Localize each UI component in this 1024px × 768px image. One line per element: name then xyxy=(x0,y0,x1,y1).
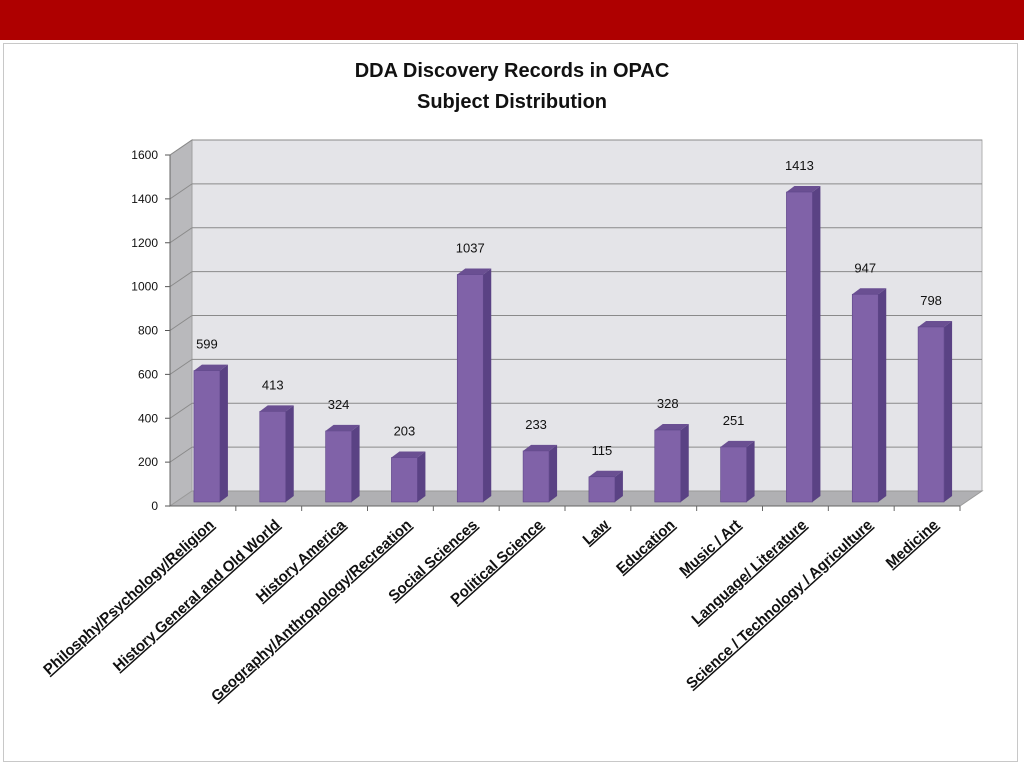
gridline-side xyxy=(169,315,193,331)
gridline-side xyxy=(169,271,193,288)
gridline-side xyxy=(169,358,193,375)
bar xyxy=(456,268,492,503)
bar-top xyxy=(325,424,360,431)
bar-front xyxy=(325,430,352,503)
data-label: 251 xyxy=(723,413,745,428)
bar-top xyxy=(457,268,492,275)
y-tick-label: 1600 xyxy=(131,148,158,162)
bar-side xyxy=(351,424,360,502)
y-tick-label: 1000 xyxy=(131,280,158,294)
bar-side xyxy=(483,268,492,502)
bar-front xyxy=(522,450,550,503)
y-tick-label: 400 xyxy=(138,411,158,425)
data-label: 115 xyxy=(592,443,613,458)
bar xyxy=(786,186,821,503)
bar-top xyxy=(918,320,953,327)
top-banner xyxy=(0,0,1024,40)
bar-front xyxy=(720,446,747,503)
bar-top xyxy=(852,288,887,295)
y-tick-label: 800 xyxy=(138,324,158,338)
bar xyxy=(588,470,623,503)
bar-front xyxy=(654,429,682,503)
bar-side xyxy=(812,186,821,502)
bar-side xyxy=(614,470,623,502)
bar-top xyxy=(259,405,294,412)
bar-top xyxy=(193,364,228,371)
chart-subtitle: Subject Distribution xyxy=(417,91,607,113)
gridline-side xyxy=(169,402,193,419)
data-label: 1037 xyxy=(456,241,485,256)
bar-top xyxy=(588,470,623,477)
gridline-side xyxy=(169,183,193,200)
data-label: 203 xyxy=(394,423,416,438)
y-tick-label: 1400 xyxy=(131,192,158,206)
x-category-label: Education xyxy=(613,516,678,577)
y-tick-label: 600 xyxy=(138,367,158,381)
bar-side xyxy=(878,288,887,502)
bar-side xyxy=(219,364,228,502)
bar-front xyxy=(917,326,945,503)
chart-title: DDA Discovery Records in OPAC xyxy=(354,60,670,82)
bar xyxy=(193,364,228,503)
data-label: 947 xyxy=(854,260,876,275)
bar-side xyxy=(746,440,755,502)
bar xyxy=(522,444,558,503)
bar-front xyxy=(851,293,879,503)
gridline-side xyxy=(169,227,193,244)
x-category-label: Language/ Literature xyxy=(688,516,810,628)
bar xyxy=(917,320,953,503)
bar-side xyxy=(549,444,558,502)
bar-top xyxy=(786,186,821,193)
data-label: 328 xyxy=(657,396,679,411)
y-tick-label: 0 xyxy=(151,499,158,513)
bar-top xyxy=(654,424,689,431)
data-label: 233 xyxy=(525,417,547,432)
bar-front xyxy=(588,476,616,503)
bar-top xyxy=(391,451,426,458)
bar-side xyxy=(285,405,294,502)
bar-top xyxy=(720,440,755,447)
data-label: 413 xyxy=(262,377,284,392)
bar-side xyxy=(680,424,689,502)
bar-front xyxy=(193,370,221,503)
bar-side xyxy=(944,320,953,502)
gridline-side xyxy=(169,139,193,156)
bar xyxy=(391,451,426,503)
bar-front xyxy=(391,457,418,503)
bar-front xyxy=(456,274,484,503)
bar-front xyxy=(259,411,287,503)
bar xyxy=(259,405,294,503)
gridline-side xyxy=(169,446,193,463)
bar xyxy=(325,424,360,503)
data-label: 324 xyxy=(328,397,350,412)
y-tick-label: 200 xyxy=(138,455,158,469)
bar-side xyxy=(417,451,426,502)
x-category-label: Music / Art xyxy=(676,516,744,580)
y-tick-label: 1200 xyxy=(131,236,158,250)
bar-front xyxy=(786,191,813,503)
data-label: 599 xyxy=(196,337,218,352)
bar xyxy=(851,288,887,503)
data-label: 1413 xyxy=(785,158,814,173)
data-label: 798 xyxy=(920,293,942,308)
bar xyxy=(720,440,755,503)
bar xyxy=(654,424,689,503)
x-category-label: Law xyxy=(580,516,613,548)
bar-top xyxy=(523,444,558,451)
x-category-label: Medicine xyxy=(883,516,942,572)
slide-frame xyxy=(3,43,1018,762)
